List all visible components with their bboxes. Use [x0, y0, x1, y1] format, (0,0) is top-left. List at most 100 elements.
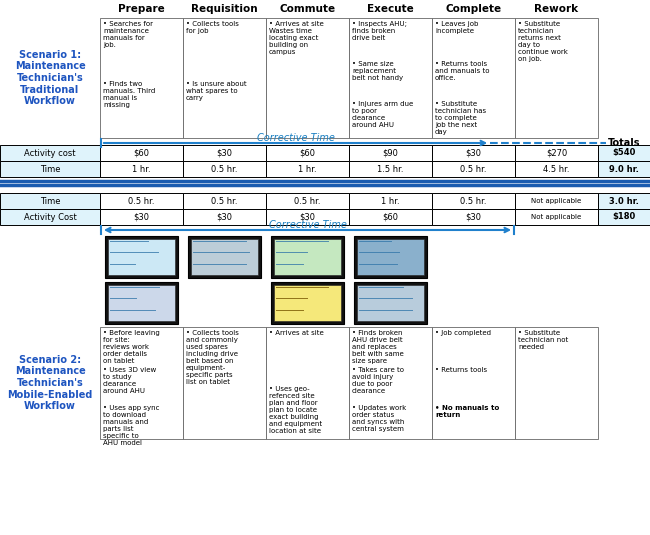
Text: • Finds two
manuals. Third
manual is
missing: • Finds two manuals. Third manual is mis…: [103, 81, 155, 108]
Text: • Inspects AHU;
finds broken
drive belt: • Inspects AHU; finds broken drive belt: [352, 21, 407, 41]
FancyBboxPatch shape: [349, 193, 432, 209]
Text: Commute: Commute: [280, 4, 335, 14]
Text: 0.5 hr.: 0.5 hr.: [294, 196, 320, 205]
Text: 1 hr.: 1 hr.: [298, 164, 317, 173]
Text: Totals: Totals: [608, 138, 640, 148]
Text: $30: $30: [216, 212, 233, 221]
FancyBboxPatch shape: [100, 327, 183, 439]
FancyBboxPatch shape: [349, 327, 432, 439]
Text: • Returns tools: • Returns tools: [435, 368, 487, 373]
FancyBboxPatch shape: [266, 327, 349, 439]
FancyBboxPatch shape: [191, 239, 258, 275]
FancyBboxPatch shape: [432, 327, 515, 439]
Text: Not applicable: Not applicable: [532, 198, 582, 204]
FancyBboxPatch shape: [266, 18, 349, 138]
FancyBboxPatch shape: [598, 209, 650, 225]
Text: • Leaves job
incomplete: • Leaves job incomplete: [435, 21, 478, 34]
FancyBboxPatch shape: [349, 209, 432, 225]
Text: • Arrives at site
Wastes time
locating exact
building on
campus: • Arrives at site Wastes time locating e…: [269, 21, 324, 55]
FancyBboxPatch shape: [266, 209, 349, 225]
Text: • Before leaving
for site:
reviews work
order details
on tablet: • Before leaving for site: reviews work …: [103, 330, 160, 364]
Text: • Finds broken
AHU drive belt
and replaces
belt with same
size spare: • Finds broken AHU drive belt and replac…: [352, 330, 404, 364]
Text: 0.5 hr.: 0.5 hr.: [128, 196, 155, 205]
FancyBboxPatch shape: [105, 236, 178, 278]
Text: Not applicable: Not applicable: [532, 214, 582, 220]
Text: • Substitute
technician not
needed: • Substitute technician not needed: [518, 330, 568, 350]
FancyBboxPatch shape: [515, 18, 598, 138]
Text: • No manuals to
return: • No manuals to return: [435, 404, 499, 418]
FancyBboxPatch shape: [598, 161, 650, 177]
FancyBboxPatch shape: [100, 145, 183, 161]
FancyBboxPatch shape: [432, 18, 515, 138]
FancyBboxPatch shape: [0, 193, 100, 209]
FancyBboxPatch shape: [354, 236, 427, 278]
Text: 1 hr.: 1 hr.: [381, 196, 400, 205]
Text: 0.5 hr.: 0.5 hr.: [211, 164, 238, 173]
Text: Corrective Time: Corrective Time: [257, 133, 335, 143]
Text: Time: Time: [40, 164, 60, 173]
Text: • Takes care to
avoid injury
due to poor
clearance: • Takes care to avoid injury due to poor…: [352, 368, 404, 394]
FancyBboxPatch shape: [515, 327, 598, 439]
FancyBboxPatch shape: [349, 161, 432, 177]
Text: Scenario 1:
Maintenance
Technician's
Traditional
Workflow: Scenario 1: Maintenance Technician's Tra…: [14, 50, 85, 106]
FancyBboxPatch shape: [357, 285, 424, 321]
Text: • Uses app sync
to download
manuals and
parts list
specific to
AHU model: • Uses app sync to download manuals and …: [103, 404, 159, 446]
Text: $270: $270: [546, 149, 567, 157]
FancyBboxPatch shape: [515, 161, 598, 177]
FancyBboxPatch shape: [432, 209, 515, 225]
Text: 1.5 hr.: 1.5 hr.: [377, 164, 404, 173]
Text: Prepare: Prepare: [118, 4, 165, 14]
FancyBboxPatch shape: [271, 282, 344, 324]
Text: • Searches for
maintenance
manuals for
job.: • Searches for maintenance manuals for j…: [103, 21, 153, 48]
Text: $30: $30: [216, 149, 233, 157]
Text: $180: $180: [612, 212, 636, 221]
FancyBboxPatch shape: [188, 236, 261, 278]
Text: $60: $60: [300, 149, 315, 157]
FancyBboxPatch shape: [598, 145, 650, 161]
FancyBboxPatch shape: [100, 193, 183, 209]
Text: • Collects tools
for job: • Collects tools for job: [186, 21, 239, 34]
FancyBboxPatch shape: [274, 239, 341, 275]
Text: Scenario 2:
Maintenance
Technician's
Mobile-Enabled
Workflow: Scenario 2: Maintenance Technician's Mob…: [7, 355, 93, 411]
FancyBboxPatch shape: [100, 161, 183, 177]
FancyBboxPatch shape: [349, 145, 432, 161]
FancyBboxPatch shape: [349, 18, 432, 138]
Text: $540: $540: [612, 149, 636, 157]
Text: • Returns tools
and manuals to
office.: • Returns tools and manuals to office.: [435, 61, 489, 81]
Text: $60: $60: [382, 212, 398, 221]
Text: • Updates work
order status
and syncs with
central system: • Updates work order status and syncs wi…: [352, 404, 406, 432]
Text: $30: $30: [300, 212, 315, 221]
Text: 0.5 hr.: 0.5 hr.: [211, 196, 238, 205]
FancyBboxPatch shape: [432, 193, 515, 209]
FancyBboxPatch shape: [515, 193, 598, 209]
FancyBboxPatch shape: [515, 209, 598, 225]
Text: Requisition: Requisition: [191, 4, 258, 14]
FancyBboxPatch shape: [354, 282, 427, 324]
Text: $30: $30: [465, 212, 482, 221]
Text: • Injures arm due
to poor
clearance
around AHU: • Injures arm due to poor clearance arou…: [352, 101, 413, 128]
FancyBboxPatch shape: [266, 193, 349, 209]
FancyBboxPatch shape: [105, 282, 178, 324]
Text: Activity cost: Activity cost: [24, 149, 76, 157]
Text: Complete: Complete: [445, 4, 502, 14]
FancyBboxPatch shape: [183, 145, 266, 161]
Text: 0.5 hr.: 0.5 hr.: [460, 164, 487, 173]
Text: $30: $30: [465, 149, 482, 157]
FancyBboxPatch shape: [183, 209, 266, 225]
Text: • Uses 3D view
to study
clearance
around AHU: • Uses 3D view to study clearance around…: [103, 368, 156, 394]
Text: • Is unsure about
what spares to
carry: • Is unsure about what spares to carry: [186, 81, 246, 101]
Text: • Substitute
technician
returns next
day to
continue work
on job.: • Substitute technician returns next day…: [518, 21, 568, 62]
FancyBboxPatch shape: [266, 145, 349, 161]
Text: Corrective Time: Corrective Time: [268, 220, 346, 230]
Text: • Same size
replacement
belt not handy: • Same size replacement belt not handy: [352, 61, 403, 81]
Text: Rework: Rework: [534, 4, 578, 14]
Text: 9.0 hr.: 9.0 hr.: [609, 164, 639, 173]
FancyBboxPatch shape: [432, 161, 515, 177]
FancyBboxPatch shape: [108, 239, 175, 275]
Text: • Collects tools
and commonly
used spares
including drive
belt based on
equipmen: • Collects tools and commonly used spare…: [186, 330, 239, 385]
Text: • Arrives at site: • Arrives at site: [269, 330, 324, 336]
Text: • Job completed: • Job completed: [435, 330, 491, 336]
Text: Execute: Execute: [367, 4, 414, 14]
FancyBboxPatch shape: [266, 161, 349, 177]
Text: • Uses geo-
refenced site
plan and floor
plan to locate
exact building
and equip: • Uses geo- refenced site plan and floor…: [269, 386, 322, 434]
